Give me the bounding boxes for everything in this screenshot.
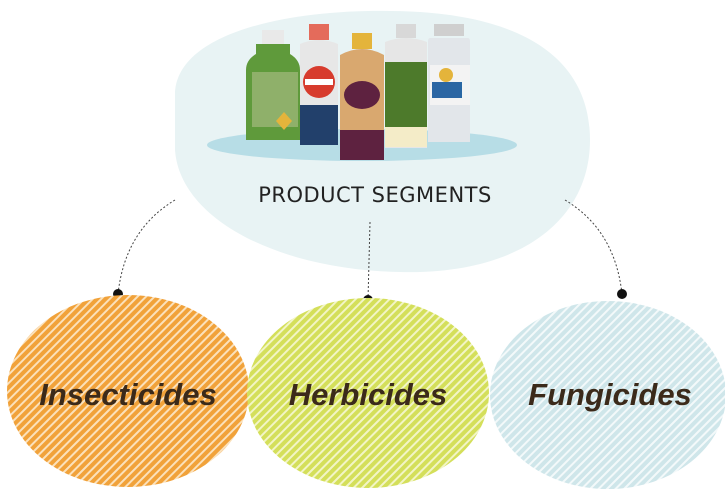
- connector-dot: [617, 289, 627, 299]
- title: PRODUCT SEGMENTS: [258, 183, 492, 207]
- page: {"title": "PRODUCT SEGMENTS", "nodes": […: [0, 0, 725, 489]
- diagram: PRODUCT SEGMENTS Insecticides Herbicides…: [0, 0, 725, 489]
- segment-label: Insecticides: [39, 377, 216, 412]
- segment-label: Fungicides: [528, 377, 692, 412]
- segment-label: Herbicides: [289, 377, 448, 412]
- bottles: [246, 24, 470, 160]
